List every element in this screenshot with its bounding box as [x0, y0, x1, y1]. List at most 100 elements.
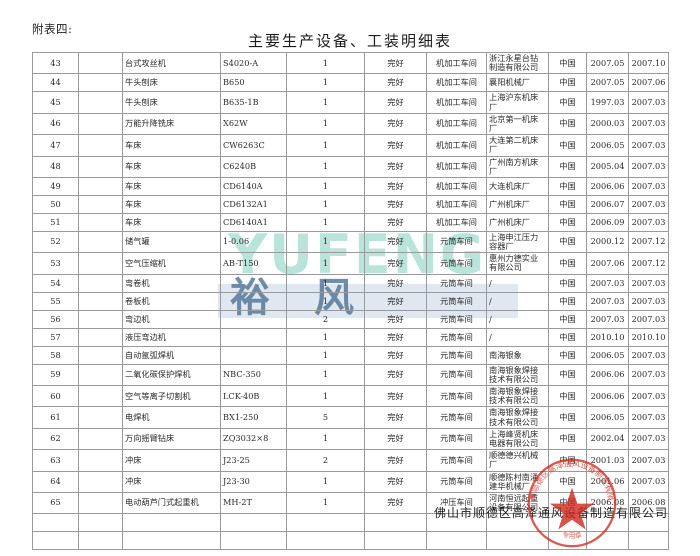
cell-in-service-date: 2007.03	[628, 176, 669, 196]
cell-origin	[548, 531, 587, 551]
cell-manufacture-date: 2006.09	[586, 212, 629, 232]
cell-condition	[364, 531, 427, 551]
cell-condition: 完好	[364, 273, 427, 293]
cell-no	[32, 531, 79, 551]
cell-quantity: 1	[286, 252, 365, 275]
cell-manufacturer: 南海银象焊接技术有限公司	[486, 363, 549, 387]
footer-company-name: 佛山市顺德区高泽通风设备制造有限公司	[433, 506, 668, 520]
table-row: 60 空气等离子切割机 LCK-40B 1 完好 元筒车间 南海银象焊接技术有限公司 中国 20…	[32, 384, 669, 408]
cell-quantity: 2	[286, 309, 365, 329]
table-row: 62 万向摇臂钻床 ZQ3032×8 1 完好 元筒车间 上海峰贤机床电器有限公司 中国 200…	[32, 427, 669, 451]
cell-quantity: 1	[286, 491, 365, 515]
cell-manufacturer: 上海申江压力容器厂	[486, 230, 549, 254]
cell-condition: 完好	[364, 230, 427, 254]
cell-manufacturer: 上海峰贤机床电器有限公司	[486, 427, 549, 451]
cell-equipment-name: 液压弯边机	[122, 327, 221, 347]
table-row: 56 弯边机 2 完好 元筒车间 / 中国 2007.03 2007.03	[32, 309, 669, 329]
cell-equipment-name: 二氧化碳保护焊机	[122, 363, 221, 387]
cell-origin: 中国	[548, 51, 587, 75]
cell-category	[78, 155, 123, 178]
cell-origin: 中国	[548, 345, 587, 365]
cell-in-service-date	[628, 531, 669, 551]
cell-equipment-name	[122, 531, 221, 551]
cell-condition: 完好	[364, 363, 427, 387]
cell-manufacture-date: 2007.06	[586, 252, 629, 275]
cell-category	[78, 327, 123, 347]
cell-category	[78, 51, 123, 75]
cell-no: 47	[32, 134, 79, 157]
cell-condition: 完好	[364, 212, 427, 232]
cell-manufacture-date: 2006.05	[586, 345, 629, 365]
cell-quantity	[286, 531, 365, 551]
cell-workshop	[426, 531, 487, 551]
cell-origin: 中国	[548, 230, 587, 254]
cell-workshop: 元筒车间	[426, 230, 487, 254]
cell-model	[220, 273, 287, 293]
cell-equipment-name: 牛头刨床	[122, 73, 221, 93]
cell-in-service-date: 2007.03	[628, 91, 669, 114]
cell-model: CD6140A	[220, 176, 287, 196]
table-row: 54 弯卷机 1 完好 元筒车间 / 中国 2007.03 2007.03	[32, 273, 669, 293]
cell-origin: 中国	[548, 273, 587, 293]
cell-manufacturer: 南海银象焊接技术有限公司	[486, 384, 549, 408]
cell-category	[78, 531, 123, 551]
cell-manufacture-date: 2005.04	[586, 155, 629, 178]
cell-origin: 中国	[548, 384, 587, 408]
cell-model: ZQ3032×8	[220, 427, 287, 451]
cell-manufacture-date: 2006.05	[586, 406, 629, 429]
cell-category	[78, 309, 123, 329]
cell-no: 45	[32, 91, 79, 114]
cell-manufacturer: 南海银象	[486, 345, 549, 365]
cell-condition: 完好	[364, 91, 427, 114]
table-row	[32, 531, 669, 551]
cell-origin: 中国	[548, 194, 587, 214]
cell-equipment-name: 自动氩弧焊机	[122, 345, 221, 365]
cell-manufacture-date: 2001.06	[586, 470, 629, 493]
cell-model: LCK-40B	[220, 384, 287, 408]
cell-equipment-name: 车床	[122, 134, 221, 157]
cell-model: NBC-350	[220, 363, 287, 387]
cell-manufacture-date: 2006.06	[586, 363, 629, 387]
cell-in-service-date: 2007.03	[628, 112, 669, 136]
cell-quantity: 1	[286, 134, 365, 157]
cell-workshop: 元筒车间	[426, 406, 487, 429]
cell-manufacture-date: 2006.06	[586, 176, 629, 196]
cell-category	[78, 252, 123, 275]
cell-no: 49	[32, 176, 79, 196]
cell-no: 59	[32, 363, 79, 387]
cell-no: 63	[32, 449, 79, 472]
cell-model: CD6140A1	[220, 212, 287, 232]
cell-category	[78, 384, 123, 408]
cell-in-service-date: 2007.12	[628, 252, 669, 275]
cell-equipment-name: 冲床	[122, 470, 221, 493]
cell-condition: 完好	[364, 176, 427, 196]
cell-in-service-date: 2007.03	[628, 194, 669, 214]
cell-quantity: 1	[286, 230, 365, 254]
cell-no: 57	[32, 327, 79, 347]
cell-quantity: 1	[286, 112, 365, 136]
cell-condition: 完好	[364, 51, 427, 75]
cell-model: B635-1B	[220, 91, 287, 114]
cell-equipment-name: 储气罐	[122, 230, 221, 254]
cell-condition: 完好	[364, 470, 427, 493]
cell-condition: 完好	[364, 155, 427, 178]
cell-manufacture-date: 2002.04	[586, 427, 629, 451]
cell-condition: 完好	[364, 194, 427, 214]
cell-workshop: 机加工车间	[426, 155, 487, 178]
cell-category	[78, 134, 123, 157]
cell-manufacture-date: 2000.03	[586, 112, 629, 136]
cell-manufacturer: 大连第二机床厂	[486, 134, 549, 157]
cell-model	[220, 531, 287, 551]
cell-workshop: 机加工车间	[426, 112, 487, 136]
cell-model: J23-30	[220, 470, 287, 493]
cell-condition: 完好	[364, 134, 427, 157]
cell-no: 53	[32, 252, 79, 275]
cell-in-service-date: 2007.03	[628, 212, 669, 232]
cell-in-service-date: 2007.03	[628, 134, 669, 157]
cell-manufacture-date: 2006.05	[586, 134, 629, 157]
cell-in-service-date: 2007.03	[628, 155, 669, 178]
cell-in-service-date: 2007.12	[628, 230, 669, 254]
cell-category	[78, 112, 123, 136]
cell-model: BX1-250	[220, 406, 287, 429]
